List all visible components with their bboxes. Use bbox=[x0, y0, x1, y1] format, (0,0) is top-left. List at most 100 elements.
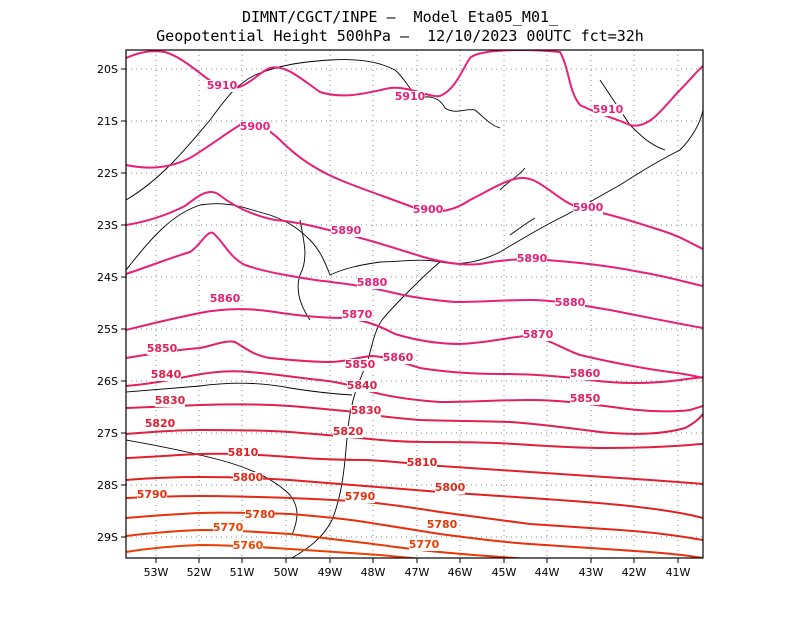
contour-labels: 5910 5910 5910 5900 5900 5900 5890 5890 5880 5880… bbox=[137, 79, 624, 552]
contour-label-background bbox=[593, 104, 623, 116]
contour-label-5840: 5840 bbox=[347, 379, 378, 392]
state-border-path bbox=[297, 219, 311, 321]
contour-label-5780: 5780 bbox=[427, 518, 458, 531]
contour-label-background bbox=[427, 519, 457, 531]
contour-line-5850 bbox=[126, 370, 703, 413]
state-border-path bbox=[126, 203, 331, 276]
lat-label: 20S bbox=[97, 63, 118, 76]
lon-label: 48W bbox=[361, 566, 386, 579]
contour-label-5890: 5890 bbox=[517, 252, 548, 265]
state-border-path bbox=[499, 167, 536, 236]
contour-label-5810: 5810 bbox=[228, 446, 259, 459]
contour-label-5760: 5760 bbox=[233, 539, 264, 552]
lat-label: 26S bbox=[97, 375, 118, 388]
contour-label-background bbox=[555, 297, 585, 309]
contour-label-5830: 5830 bbox=[351, 404, 382, 417]
contour-line-5890 bbox=[126, 190, 703, 287]
contour-label-background bbox=[517, 253, 547, 265]
plot-frame bbox=[125, 49, 704, 559]
contour-label-background bbox=[228, 447, 258, 459]
lon-label: 50W bbox=[274, 566, 299, 579]
contour-label-5830: 5830 bbox=[155, 394, 186, 407]
lat-label: 25S bbox=[97, 323, 118, 336]
lon-label: 46W bbox=[448, 566, 473, 579]
coastline-and-borders bbox=[126, 59, 703, 558]
state-border-path bbox=[126, 439, 298, 536]
coastline-path bbox=[329, 109, 703, 276]
contour-label-5840: 5840 bbox=[151, 368, 182, 381]
contour-line-5830 bbox=[126, 428, 703, 450]
contour-label-5810: 5810 bbox=[407, 456, 438, 469]
chart-title-line-1: DIMNT/CGCT/INPE – Model Eta05_M01_ bbox=[241, 8, 559, 26]
contour-label-background bbox=[233, 540, 263, 552]
contour-label-background bbox=[151, 369, 181, 381]
contour-label-5780: 5780 bbox=[245, 508, 276, 521]
contour-lines bbox=[126, 50, 703, 558]
chart-title-line-2: Geopotential Height 500hPa – 12/10/2023 … bbox=[156, 27, 644, 45]
contour-label-background bbox=[435, 482, 465, 494]
contour-label-5770: 5770 bbox=[409, 538, 440, 551]
contour-line-5870 bbox=[126, 308, 703, 379]
contour-label-5790: 5790 bbox=[137, 488, 168, 501]
contour-label-5790: 5790 bbox=[345, 490, 376, 503]
contour-label-5800: 5800 bbox=[435, 481, 466, 494]
lon-label: 47W bbox=[405, 566, 430, 579]
contour-label-background bbox=[573, 202, 603, 214]
contour-label-background bbox=[570, 368, 600, 380]
contour-label-background bbox=[145, 418, 175, 430]
contour-label-background bbox=[351, 405, 381, 417]
lat-label: 28S bbox=[97, 479, 118, 492]
contour-line-5770 bbox=[126, 543, 422, 558]
contour-label-background bbox=[357, 277, 387, 289]
contour-label-background bbox=[409, 539, 439, 551]
lon-label: 49W bbox=[318, 566, 343, 579]
contour-label-5860: 5860 bbox=[383, 351, 414, 364]
lon-label: 45W bbox=[492, 566, 517, 579]
contour-label-background bbox=[233, 472, 263, 484]
contour-label-background bbox=[345, 491, 375, 503]
coastline-path bbox=[419, 96, 501, 129]
state-border-path bbox=[126, 382, 353, 396]
contour-label-5800: 5800 bbox=[233, 471, 264, 484]
contour-label-background bbox=[407, 457, 437, 469]
contour-label-background bbox=[240, 121, 270, 133]
contour-label-5900: 5900 bbox=[240, 120, 271, 133]
contour-label-5820: 5820 bbox=[333, 425, 364, 438]
lat-label: 27S bbox=[97, 427, 118, 440]
contour-line-5790 bbox=[126, 511, 703, 558]
contour-label-5850: 5850 bbox=[147, 342, 178, 355]
lon-label: 41W bbox=[666, 566, 691, 579]
contour-line-5860 bbox=[126, 340, 703, 384]
contour-label-background bbox=[413, 204, 443, 216]
lon-label: 44W bbox=[535, 566, 560, 579]
lat-label: 24S bbox=[97, 271, 118, 284]
contour-label-5910: 5910 bbox=[395, 90, 426, 103]
contour-label-background bbox=[333, 426, 363, 438]
contour-label-5870: 5870 bbox=[523, 328, 554, 341]
contour-label-5770: 5770 bbox=[213, 521, 244, 534]
lat-label: 21S bbox=[97, 115, 118, 128]
contour-label-background bbox=[570, 393, 600, 405]
contour-label-5900: 5900 bbox=[413, 203, 444, 216]
contour-label-5820: 5820 bbox=[145, 417, 176, 430]
contour-label-background bbox=[331, 225, 361, 237]
contour-label-5870: 5860 bbox=[210, 292, 241, 305]
contour-label-5900: 5900 bbox=[573, 201, 604, 214]
contour-label-5910: 5910 bbox=[207, 79, 238, 92]
contour-label-background bbox=[347, 380, 377, 392]
contour-line-5880 bbox=[126, 231, 703, 329]
lat-label: 23S bbox=[97, 219, 118, 232]
lon-label: 52W bbox=[187, 566, 212, 579]
contour-label-background bbox=[155, 395, 185, 407]
lon-label: 42W bbox=[622, 566, 647, 579]
contour-label-background bbox=[383, 352, 413, 364]
contour-label-background bbox=[147, 343, 177, 355]
contour-label-background bbox=[137, 489, 167, 501]
contour-label-background bbox=[207, 80, 237, 92]
lon-ticks bbox=[155, 558, 679, 563]
contour-label-5880: 5880 bbox=[357, 276, 388, 289]
lat-label: 29S bbox=[97, 531, 118, 544]
contour-label-5850: 5850 bbox=[570, 392, 601, 405]
state-border-path bbox=[126, 59, 421, 201]
